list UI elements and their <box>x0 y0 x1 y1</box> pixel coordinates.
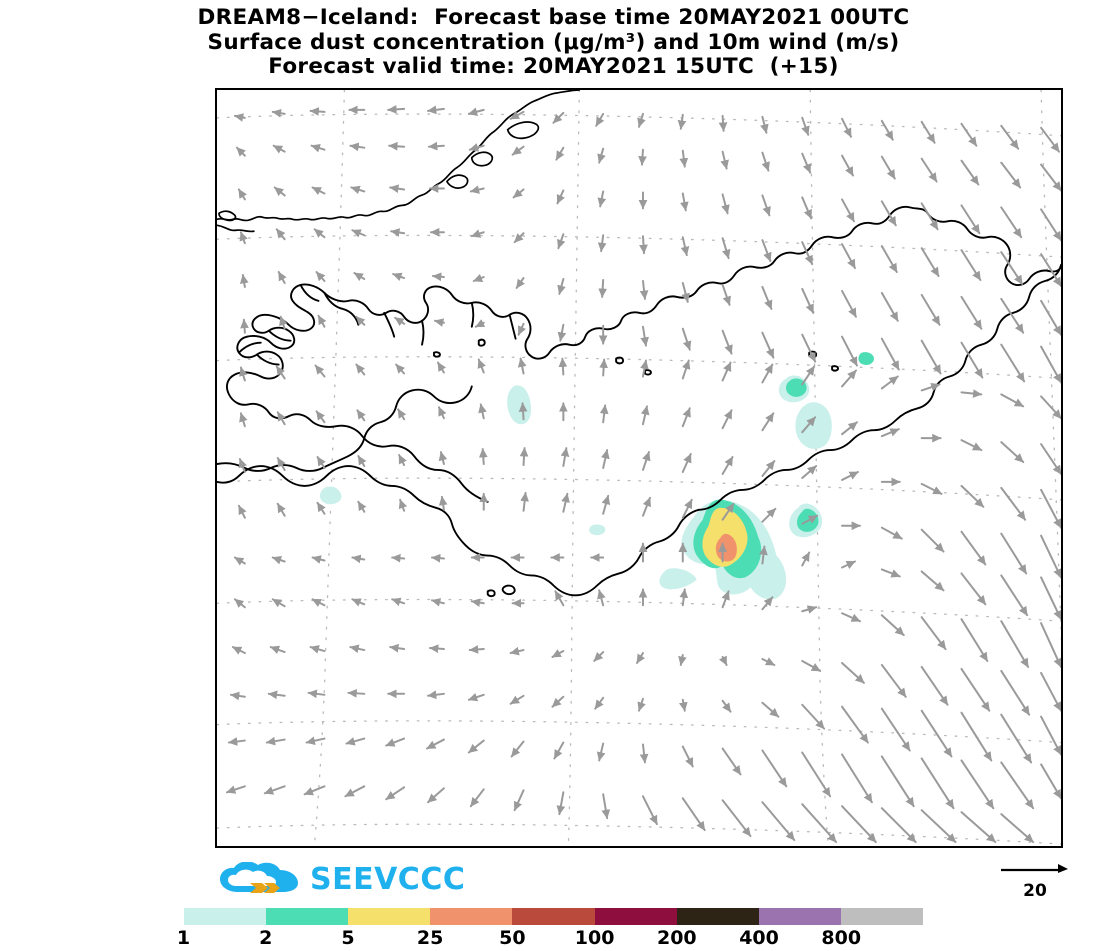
colorbar-band-400–800 <box>759 908 842 925</box>
colorbar-tick-100: 100 <box>574 927 615 949</box>
colorbar-tick-labels: 1 2 5 25 50 100 200 400 800 <box>177 925 924 951</box>
colorbar-tick-2: 2 <box>259 927 273 949</box>
colorbar-band-100–200 <box>594 908 677 925</box>
dust-concentration-field <box>320 352 874 600</box>
title-line-1: DREAM8−Iceland: Forecast base time 20MAY… <box>197 5 910 30</box>
wind-scale-arrow-icon <box>1001 864 1068 873</box>
map-canvas <box>217 90 1061 846</box>
colorbar-band-5–25 <box>347 908 431 925</box>
dust-contour-1-westfjords-b <box>320 486 342 505</box>
colorbar-band-25–50 <box>430 908 513 925</box>
graticule <box>217 90 1061 846</box>
colorbar-tick-400: 400 <box>739 927 779 949</box>
dust-contour-1-north-edge <box>858 352 874 365</box>
colorbar-tick-200: 200 <box>656 927 697 949</box>
colorbar-band-1–2 <box>183 908 266 925</box>
dust-contour-1-north-inland <box>795 402 832 449</box>
colorbar-tick-800: 800 <box>821 927 862 949</box>
colorbar: 1 2 5 25 50 100 200 400 800 <box>0 908 1107 951</box>
dust-contour-1-nw-fjord <box>507 385 532 425</box>
colorbar-band-50–100 <box>512 908 595 925</box>
wind-vector-field <box>225 105 1061 844</box>
colorbar-bands <box>183 908 924 925</box>
seevccc-logo-text: SEEVCCC <box>310 862 466 897</box>
dust-contour-2-north-coast <box>786 378 807 397</box>
wind-scale-value: 20 <box>1023 881 1047 901</box>
colorbar-tick-5: 5 <box>341 927 355 949</box>
dust-contour-1-west-speck <box>589 524 606 536</box>
colorbar-band-200–400 <box>676 908 760 925</box>
forecast-map[interactable] <box>215 88 1063 848</box>
seevccc-logo: SEEVCCC <box>218 862 465 898</box>
colorbar-band->800 <box>841 908 924 925</box>
colorbar-tick-1: 1 <box>176 927 191 949</box>
cloud-icon <box>220 862 298 893</box>
title-block: DREAM8−Iceland: Forecast base time 20MAY… <box>0 5 1107 80</box>
title-line-3: Forecast valid time: 20MAY2021 15UTC (+1… <box>268 54 839 79</box>
dust-contour-1-south-tail <box>659 568 697 590</box>
title-line-2: Surface dust concentration (μg/m³) and 1… <box>207 29 900 55</box>
coastline-iceland <box>217 205 1061 598</box>
coastline-greenland <box>217 90 581 233</box>
colorbar-tick-50: 50 <box>499 927 526 949</box>
colorbar-band-2–5 <box>265 908 348 925</box>
colorbar-tick-25: 25 <box>416 927 444 949</box>
wind-scale-reference: 20 <box>1000 862 1070 900</box>
